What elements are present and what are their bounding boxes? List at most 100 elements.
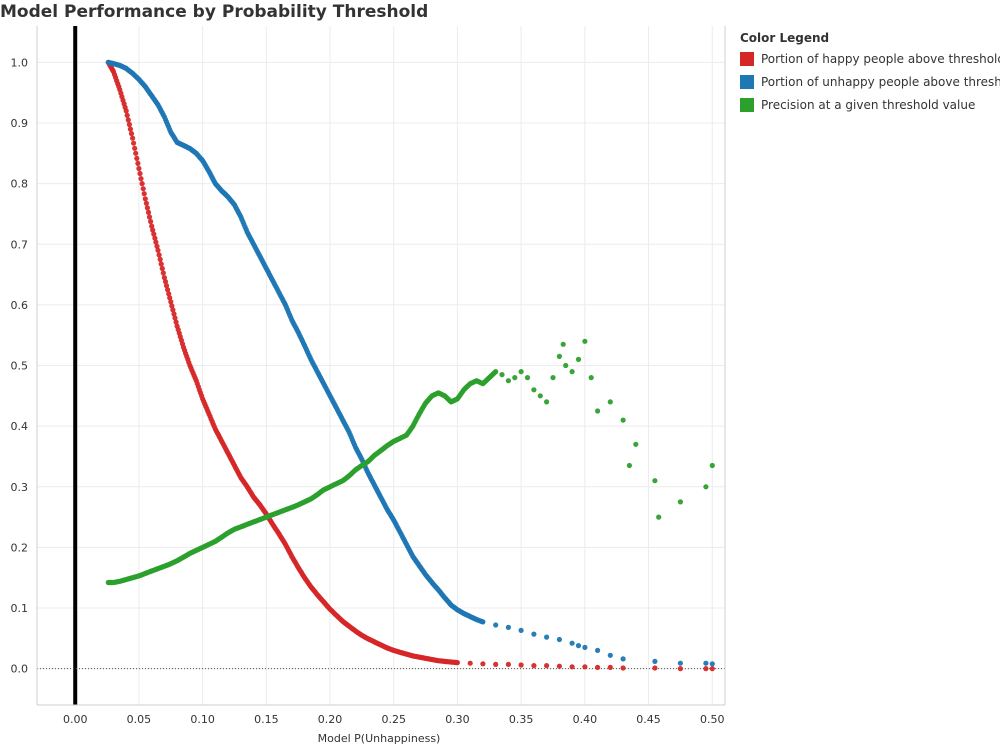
data-point — [563, 362, 569, 369]
data-point — [518, 627, 524, 634]
data-point — [518, 662, 524, 668]
data-point — [133, 150, 139, 156]
data-point — [454, 660, 460, 666]
data-point — [128, 131, 135, 137]
data-point — [148, 218, 154, 225]
color-legend[interactable]: Color Legend Portion of happy people abo… — [740, 31, 1000, 116]
x-tick-label: 0.10 — [190, 713, 215, 726]
data-point — [134, 155, 140, 161]
data-point — [160, 270, 166, 276]
data-point — [505, 661, 511, 668]
data-point — [512, 375, 518, 381]
plot-area: 0.00 0.05 0.10 0.15 0.20 0.25 0.30 0.35 0.40 0.45… — [11, 26, 726, 745]
data-point — [480, 619, 486, 625]
y-tick-label: 0.6 — [11, 299, 29, 312]
y-tick-label: 0.8 — [11, 178, 29, 191]
data-point — [703, 484, 709, 490]
data-point — [709, 661, 715, 667]
data-point — [575, 356, 582, 362]
y-tick-label: 0.3 — [11, 481, 29, 494]
data-point — [703, 666, 709, 672]
data-point — [620, 665, 626, 671]
legend-label-precision: Precision at a given threshold value — [761, 97, 976, 112]
data-point — [170, 307, 176, 313]
data-point — [163, 283, 170, 289]
data-point — [136, 165, 142, 172]
y-tick-label: 0.4 — [11, 420, 29, 433]
data-point — [132, 145, 138, 151]
data-point — [493, 369, 499, 375]
data-point — [123, 108, 129, 114]
data-point — [544, 663, 550, 669]
data-point — [140, 186, 146, 192]
data-point — [172, 315, 178, 321]
data-point — [582, 338, 588, 344]
data-point — [537, 393, 543, 399]
data-point — [531, 387, 537, 393]
x-tick-label: 0.45 — [636, 713, 661, 726]
data-point — [130, 135, 136, 141]
data-point — [620, 417, 626, 423]
data-point — [159, 265, 165, 272]
data-point — [505, 378, 511, 384]
data-point — [575, 643, 582, 649]
data-point — [709, 462, 715, 469]
data-point — [595, 664, 601, 671]
data-point — [544, 399, 550, 405]
x-tick-label: 0.20 — [318, 713, 343, 726]
data-point — [173, 319, 179, 325]
x-axis-title: Model P(Unhappiness) — [318, 732, 441, 745]
data-point — [556, 636, 563, 643]
data-point — [155, 247, 161, 253]
x-tick-label: 0.05 — [127, 713, 152, 726]
data-point — [524, 375, 531, 381]
data-point — [168, 299, 174, 305]
x-tick-label: 0.50 — [700, 713, 725, 726]
axes: 0.00 0.05 0.10 0.15 0.20 0.25 0.30 0.35 0.40 0.45… — [11, 26, 726, 726]
data-point — [595, 408, 601, 414]
data-point — [151, 231, 157, 237]
data-point — [171, 311, 177, 317]
legend-label-happy: Portion of happy people above threshold — [761, 51, 1000, 66]
y-tick-label: 1.0 — [11, 56, 29, 69]
legend-swatch-happy — [740, 51, 754, 66]
data-point — [531, 631, 537, 637]
data-point — [161, 275, 167, 281]
data-point — [138, 176, 144, 182]
legend-item-unhappy[interactable]: Portion of unhappy people above threshol… — [740, 70, 1000, 93]
data-point — [467, 660, 473, 666]
y-tick-label: 0.1 — [11, 602, 29, 615]
data-point — [677, 660, 684, 666]
data-point — [531, 663, 537, 669]
y-tick-label: 0.9 — [11, 117, 29, 130]
data-point — [620, 656, 626, 662]
x-tick-label: 0.40 — [573, 713, 598, 726]
gridlines — [37, 26, 725, 705]
chart-title: Model Performance by Probability Thresho… — [0, 2, 429, 22]
data-point — [149, 223, 155, 229]
data-point — [152, 235, 158, 241]
data-point — [145, 209, 152, 215]
y-tick-label: 0.5 — [11, 360, 29, 373]
data-point — [505, 624, 511, 631]
data-point — [125, 117, 131, 123]
data-point — [607, 652, 613, 658]
data-point — [154, 243, 160, 249]
legend-swatch-precision — [740, 97, 754, 112]
data-point — [153, 239, 159, 245]
data-point — [518, 369, 524, 375]
y-tick-label: 0.0 — [11, 663, 29, 676]
data-point — [569, 369, 575, 375]
data-point — [582, 664, 588, 670]
data-point — [137, 170, 143, 177]
data-point — [156, 252, 162, 258]
legend-item-happy[interactable]: Portion of happy people above threshold — [740, 47, 1000, 70]
data-point — [652, 658, 658, 665]
data-point — [626, 462, 633, 469]
data-point — [560, 341, 566, 347]
legend-label-unhappy: Portion of unhappy people above threshol… — [761, 74, 1000, 89]
legend-item-precision[interactable]: Precision at a given threshold value — [740, 93, 998, 116]
legend-swatch-unhappy — [740, 74, 754, 89]
x-tick-label: 0.25 — [381, 713, 406, 726]
data-point — [499, 372, 505, 378]
